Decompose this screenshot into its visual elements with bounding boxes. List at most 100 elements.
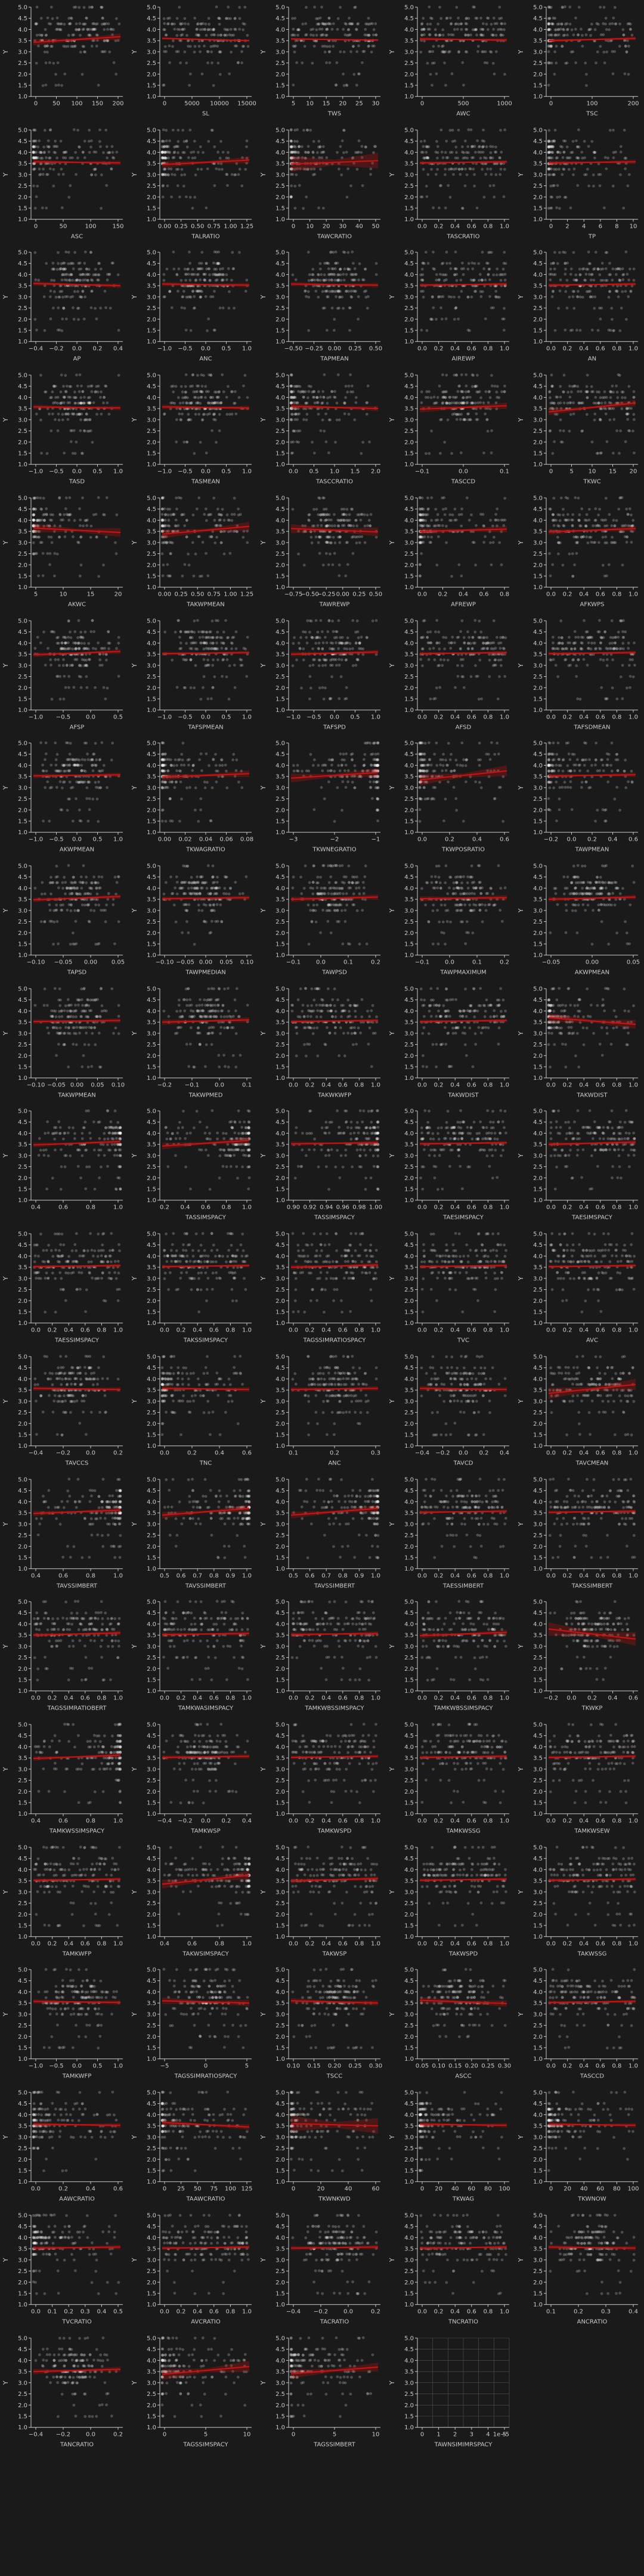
data-point bbox=[185, 401, 188, 405]
data-point bbox=[471, 279, 475, 283]
data-point bbox=[81, 150, 85, 154]
data-point bbox=[566, 33, 569, 37]
data-point bbox=[445, 156, 448, 159]
x-tick-label: 150 bbox=[112, 223, 123, 230]
y-tick-label: 1.5 bbox=[533, 82, 543, 89]
data-point bbox=[608, 418, 612, 422]
data-point bbox=[487, 401, 490, 404]
data-point bbox=[304, 524, 307, 528]
data-point bbox=[174, 385, 178, 388]
data-point bbox=[48, 552, 52, 555]
data-point bbox=[616, 267, 620, 271]
data-point bbox=[49, 295, 52, 299]
data-point bbox=[466, 156, 469, 160]
data-point bbox=[319, 513, 323, 516]
data-point bbox=[500, 284, 503, 288]
data-point bbox=[196, 168, 200, 171]
data-point bbox=[547, 17, 550, 20]
data-point bbox=[611, 184, 615, 188]
data-point bbox=[494, 518, 498, 522]
data-point bbox=[187, 564, 191, 566]
regression-line bbox=[33, 36, 121, 44]
data-point bbox=[611, 278, 614, 282]
data-point bbox=[302, 128, 305, 132]
data-point bbox=[592, 401, 596, 405]
data-point bbox=[42, 151, 46, 154]
data-point bbox=[320, 273, 323, 277]
data-point bbox=[32, 496, 36, 500]
data-point bbox=[303, 45, 306, 48]
data-point bbox=[39, 374, 42, 377]
data-point bbox=[37, 535, 40, 538]
data-point bbox=[52, 279, 56, 283]
data-point bbox=[304, 290, 306, 293]
y-tick-label: 2.0 bbox=[404, 439, 414, 446]
scatter-panel: 1.0 1.5 2.0 2.5 3.0 3.5 4.0 4.5 5.0 Y 0 2 4 6 8 10 TP bbox=[515, 123, 644, 248]
data-point bbox=[218, 50, 221, 54]
data-point bbox=[494, 33, 498, 37]
data-point bbox=[431, 295, 434, 299]
x-tick-label: 0.2 bbox=[434, 223, 444, 230]
data-point bbox=[48, 145, 51, 148]
data-point bbox=[487, 268, 491, 271]
data-point bbox=[339, 268, 342, 271]
data-point bbox=[550, 150, 553, 154]
data-point bbox=[481, 290, 484, 293]
data-point bbox=[354, 27, 358, 31]
data-point bbox=[572, 251, 575, 255]
data-point bbox=[457, 318, 460, 321]
data-point bbox=[560, 23, 564, 26]
data-point bbox=[109, 306, 112, 310]
data-point bbox=[175, 440, 178, 444]
data-point bbox=[33, 139, 37, 143]
data-point bbox=[239, 513, 242, 516]
x-tick-label: 0.6 bbox=[467, 346, 476, 352]
data-point bbox=[70, 156, 74, 159]
data-point bbox=[79, 518, 82, 522]
data-point bbox=[562, 167, 565, 171]
data-point bbox=[83, 429, 86, 433]
data-point bbox=[354, 273, 357, 277]
data-point bbox=[68, 22, 72, 26]
data-point bbox=[96, 391, 100, 394]
data-point bbox=[290, 401, 293, 404]
data-point bbox=[333, 396, 337, 399]
data-point bbox=[317, 390, 320, 394]
data-point bbox=[292, 150, 296, 154]
data-point bbox=[461, 390, 465, 394]
data-point bbox=[357, 72, 360, 76]
data-point bbox=[428, 27, 432, 31]
data-point bbox=[238, 27, 242, 31]
data-point bbox=[324, 278, 328, 282]
data-point bbox=[83, 519, 87, 522]
data-point bbox=[623, 39, 627, 42]
data-point bbox=[290, 441, 293, 444]
data-point bbox=[477, 150, 481, 154]
data-point bbox=[46, 144, 49, 148]
data-point bbox=[163, 156, 166, 160]
data-point bbox=[317, 541, 320, 544]
data-point bbox=[290, 413, 293, 416]
x-tick-label: 0.8 bbox=[612, 346, 621, 352]
data-point bbox=[304, 33, 307, 37]
data-point bbox=[496, 396, 499, 399]
data-point bbox=[439, 418, 442, 422]
data-point bbox=[215, 262, 218, 265]
panel-svg: 1.01.52.02.53.03.54.04.55.0Y0.0 0.2 0.4 0.6… bbox=[388, 250, 509, 363]
x-tick-label: 1.5 bbox=[351, 469, 360, 475]
data-point bbox=[100, 413, 103, 416]
data-point bbox=[172, 39, 175, 42]
x-tick-label: 0.4 bbox=[450, 223, 460, 230]
data-point bbox=[315, 39, 318, 42]
data-point bbox=[428, 50, 431, 53]
data-point bbox=[87, 401, 90, 405]
y-tick-label: 2.5 bbox=[147, 60, 156, 67]
data-point bbox=[338, 535, 342, 538]
data-point bbox=[547, 173, 550, 177]
data-point bbox=[94, 150, 98, 154]
data-point bbox=[90, 173, 93, 177]
data-point bbox=[55, 16, 59, 20]
data-point bbox=[33, 145, 36, 148]
data-point bbox=[445, 541, 448, 544]
data-point bbox=[462, 418, 466, 422]
